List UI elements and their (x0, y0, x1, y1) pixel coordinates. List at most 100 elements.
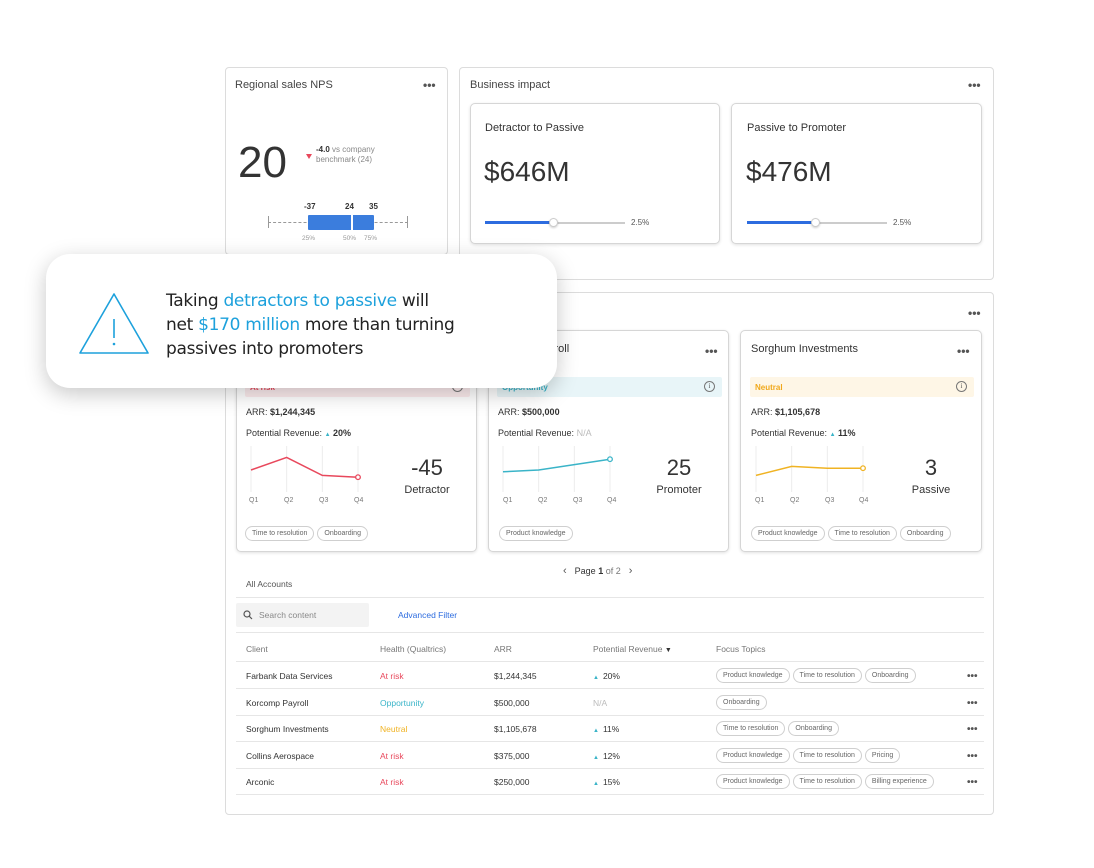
box-label-mid: 24 (345, 202, 354, 211)
warning-icon (79, 293, 149, 354)
row-more-button[interactable]: ••• (967, 750, 978, 762)
impact-card-detractor-passive: Detractor to Passive $646M 2.5% (470, 103, 720, 244)
potential-revenue-line: Potential Revenue: ▲ 20% (246, 428, 351, 438)
tag-chip[interactable]: Product knowledge (716, 747, 790, 763)
callout-text-3: net (166, 315, 199, 335)
table-row[interactable]: Farbank Data Services At risk $1,244,345 ▲ 2… (236, 663, 984, 689)
potential-revenue-value: N/A (593, 697, 608, 708)
row-more-button[interactable]: ••• (967, 697, 978, 709)
col-arr[interactable]: ARR (494, 644, 512, 654)
nps-benchmark: benchmark (24) (316, 155, 373, 164)
impact-slider-pct: 2.5% (631, 218, 650, 227)
tag-chip[interactable]: Onboarding (317, 526, 368, 541)
table-row[interactable]: Sorghum Investments Neutral $1,105,678 ▲ 11%… (236, 716, 984, 742)
nps-more-button[interactable]: ••• (423, 78, 436, 92)
potential-revenue-value: 15% (602, 777, 620, 787)
health-status: At risk (380, 671, 404, 681)
focus-tags: Product knowledge Time to resolution Onb… (751, 526, 954, 541)
tag-chip[interactable]: Onboarding (788, 721, 839, 736)
info-icon[interactable]: i (956, 381, 967, 392)
tag-chip[interactable]: Product knowledge (751, 526, 825, 541)
card-more-button[interactable]: ••• (705, 344, 718, 358)
search-input[interactable]: Search content (259, 610, 317, 620)
callout-text-4: more than turning (299, 315, 455, 335)
trend-chart (755, 446, 866, 492)
trend-chart (250, 446, 361, 492)
tag-chip[interactable]: Pricing (864, 747, 901, 763)
potential-revenue-value: 20% (602, 671, 620, 681)
tag-chip[interactable]: Onboarding (716, 694, 767, 710)
tag-chip[interactable]: Time to resolution (792, 668, 862, 683)
impact-slider-handle[interactable] (811, 218, 820, 227)
tag-chip[interactable]: Product knowledge (716, 774, 790, 789)
quarter-label: Q4 (859, 497, 869, 504)
nps-score: 25 (666, 455, 692, 480)
impact-more-button[interactable]: ••• (968, 78, 981, 92)
arr-line: ARR: $500,000 (498, 407, 560, 417)
table-row[interactable]: Collins Aerospace At risk $375,000 ▲ 12% Prod… (236, 743, 984, 769)
trend-line (250, 456, 359, 478)
potential-revenue: ▲ 15% (593, 777, 620, 787)
accounts-more-button[interactable]: ••• (968, 306, 981, 320)
focus-tags: Product knowledge Time to resolution Billi… (716, 774, 937, 789)
callout-text-1: Taking (166, 291, 224, 311)
potential-revenue-label: Potential Revenue: (751, 428, 828, 438)
health-status: At risk (380, 750, 404, 761)
arr-value: $375,000 (494, 750, 530, 761)
up-triangle-icon: ▲ (593, 675, 599, 681)
arr-label: ARR: (751, 407, 773, 417)
trend-endpoint (355, 474, 361, 481)
card-more-button[interactable]: ••• (957, 344, 970, 358)
account-card[interactable]: Sorghum Investments ••• Neutral i ARR: $… (740, 330, 982, 552)
col-focus-topics[interactable]: Focus Topics (716, 644, 766, 654)
tag-chip[interactable]: Time to resolution (792, 774, 862, 789)
row-more-button[interactable]: ••• (967, 777, 978, 788)
box-plot-cap-left (268, 216, 269, 228)
chevron-right-icon[interactable]: › (628, 565, 633, 577)
row-more-button[interactable]: ••• (967, 671, 978, 682)
tag-chip[interactable]: Product knowledge (716, 668, 790, 683)
focus-tags: Product knowledge Time to resolution Prici… (716, 747, 903, 763)
chevron-left-icon[interactable]: ‹ (563, 565, 567, 577)
focus-tags: Time to resolution Onboarding (245, 526, 371, 541)
col-potential-revenue[interactable]: Potential Revenue ▼ (593, 644, 672, 654)
tag-chip[interactable]: Onboarding (864, 668, 916, 683)
col-health[interactable]: Health (Qualtrics) (380, 644, 447, 654)
advanced-filter-link[interactable]: Advanced Filter (398, 610, 458, 620)
impact-card-value: $646M (484, 156, 570, 187)
table-row[interactable]: Arconic At risk $250,000 ▲ 15% Product knowle… (236, 769, 984, 795)
col-potential-revenue-label: Potential Revenue (593, 644, 663, 654)
tag-chip[interactable]: Billing experience (864, 774, 934, 789)
info-icon[interactable]: i (704, 381, 715, 392)
up-triangle-icon: ▲ (324, 432, 331, 438)
table-row[interactable]: Korcomp Payroll Opportunity $500,000 N/A Onb… (236, 690, 984, 716)
impact-card-value: $476M (746, 156, 832, 187)
page-current: 1 (598, 566, 604, 576)
trend-chart (502, 446, 613, 492)
tag-chip[interactable]: Time to resolution (792, 747, 862, 763)
arr-value: $1,105,678 (494, 724, 537, 734)
tag-chip[interactable]: Product knowledge (499, 526, 573, 541)
search-box[interactable]: Search content (236, 603, 369, 627)
row-more-button[interactable]: ••• (967, 724, 978, 735)
tag-chip[interactable]: Onboarding (899, 526, 951, 541)
potential-revenue-value: 12% (602, 750, 620, 761)
col-client[interactable]: Client (246, 644, 268, 654)
arr-value: $250,000 (494, 777, 530, 787)
focus-tags: Onboarding (716, 694, 770, 710)
tag-chip[interactable]: Time to resolution (716, 721, 786, 736)
potential-revenue: ▲ 11% (593, 724, 619, 734)
quarter-label: Q2 (284, 497, 294, 504)
nps-score: 20 (238, 138, 287, 187)
arr-value: $500,000 (522, 407, 560, 417)
callout-text-2: will (396, 291, 429, 311)
pct-label-75: 75% (364, 235, 378, 242)
nps-delta: -4.0 vs company benchmark (24) (316, 145, 375, 165)
tag-chip[interactable]: Time to resolution (245, 526, 315, 541)
tag-chip[interactable]: Time to resolution (827, 526, 897, 541)
health-status: At risk (380, 777, 404, 787)
potential-revenue: N/A (593, 698, 607, 708)
impact-slider-handle[interactable] (549, 218, 558, 227)
quarter-label: Q2 (538, 497, 548, 504)
sort-down-icon[interactable]: ▼ (664, 647, 672, 654)
